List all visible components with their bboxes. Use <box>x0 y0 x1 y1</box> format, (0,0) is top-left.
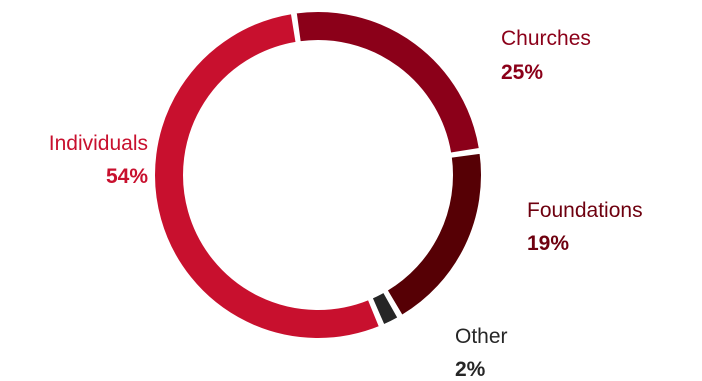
slice-label-other: Other <box>455 325 508 348</box>
label-group-churches: Churches 25% <box>501 27 591 84</box>
slice-value-churches: 25% <box>501 61 543 84</box>
donut-slice-foundations <box>385 151 483 318</box>
donut-slice-other <box>370 290 400 327</box>
slice-label-individuals: Individuals <box>49 132 148 155</box>
label-group-foundations: Foundations 19% <box>527 199 643 255</box>
slice-value-foundations: 19% <box>527 232 569 255</box>
label-group-other: Other 2% <box>455 325 508 381</box>
slice-label-foundations: Foundations <box>527 199 643 222</box>
label-group-individuals: Individuals 54% <box>49 132 149 188</box>
slice-label-churches: Churches <box>501 27 591 50</box>
donut-slice-churches <box>294 10 482 155</box>
slice-value-other: 2% <box>455 358 486 381</box>
donut-slice-individuals <box>153 11 382 340</box>
donut-slices <box>153 10 483 340</box>
slice-value-individuals: 54% <box>106 165 148 188</box>
